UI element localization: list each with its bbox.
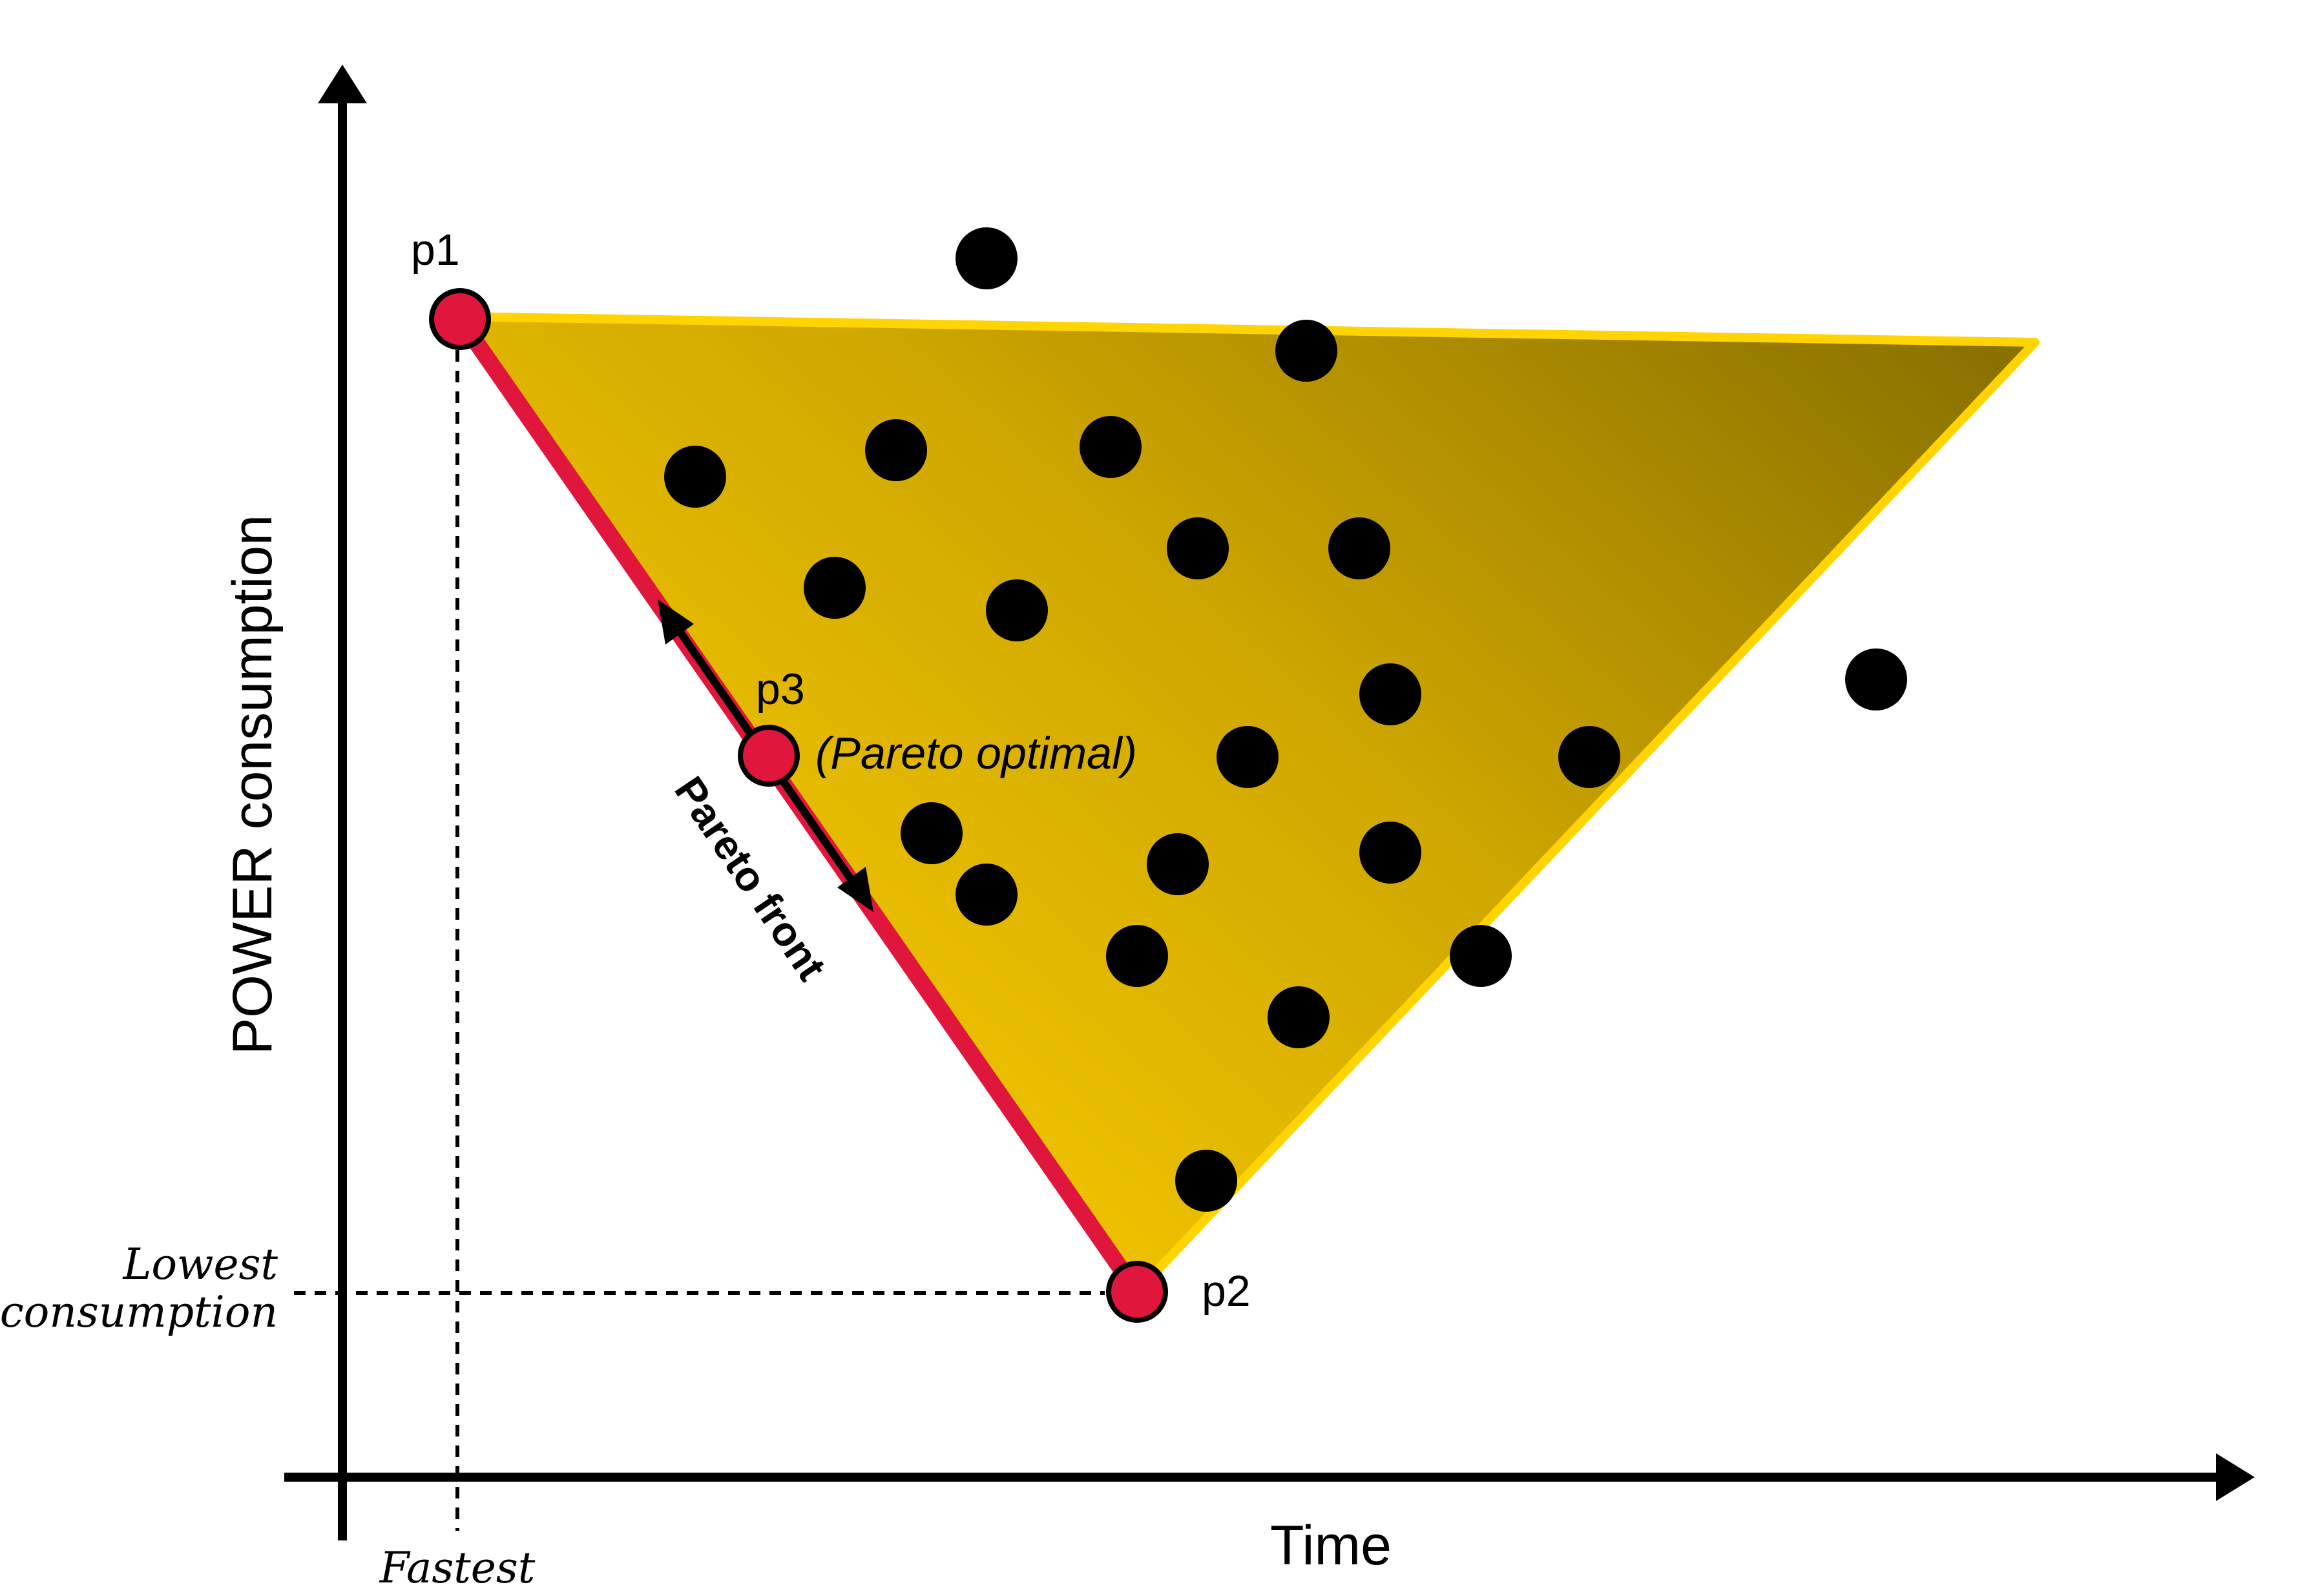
x-axis-label: Time xyxy=(1270,1515,1392,1577)
y-axis-label: POWER consumption xyxy=(222,515,284,1055)
pareto-front-arrow-head-up xyxy=(658,599,694,645)
solution-dot xyxy=(1275,320,1337,382)
lowest-consumption-label-line1: Lowest xyxy=(122,1239,278,1289)
solution-dot xyxy=(1558,726,1620,788)
solution-dot xyxy=(1359,822,1421,884)
solution-dot xyxy=(1268,986,1330,1048)
solution-dot xyxy=(1147,833,1209,895)
solution-dot xyxy=(901,802,963,864)
solution-dot xyxy=(1359,663,1421,725)
solution-dot xyxy=(664,446,726,508)
solution-dot xyxy=(865,419,927,481)
solution-dot xyxy=(1175,1150,1237,1212)
label-p1: p1 xyxy=(411,225,460,275)
point-p1 xyxy=(429,288,491,350)
solution-dot xyxy=(804,557,866,619)
solution-dot xyxy=(1106,925,1168,987)
solution-dot xyxy=(1080,416,1142,478)
solution-dot xyxy=(956,227,1018,289)
label-p3: p3 xyxy=(756,665,805,714)
solution-dot xyxy=(1845,648,1907,710)
x-axis-arrow xyxy=(2216,1453,2255,1501)
solution-dot xyxy=(1328,517,1390,579)
lowest-consumption-label-line2: consumption xyxy=(0,1287,278,1337)
solution-dot xyxy=(1450,925,1512,987)
pareto-optimal-label: (Pareto optimal) xyxy=(815,728,1137,778)
y-axis-arrow xyxy=(318,65,367,103)
solution-dot xyxy=(986,579,1048,641)
point-p2 xyxy=(1106,1261,1168,1323)
solution-dot xyxy=(956,864,1018,926)
solution-dot xyxy=(1217,726,1279,788)
solution-dot xyxy=(1167,517,1229,579)
label-p2: p2 xyxy=(1202,1267,1251,1316)
pareto-front-arrow-head-down xyxy=(837,867,873,912)
point-p3 xyxy=(738,725,800,787)
solution-dots xyxy=(664,227,1907,1212)
fastest-label: Fastest xyxy=(379,1543,536,1593)
